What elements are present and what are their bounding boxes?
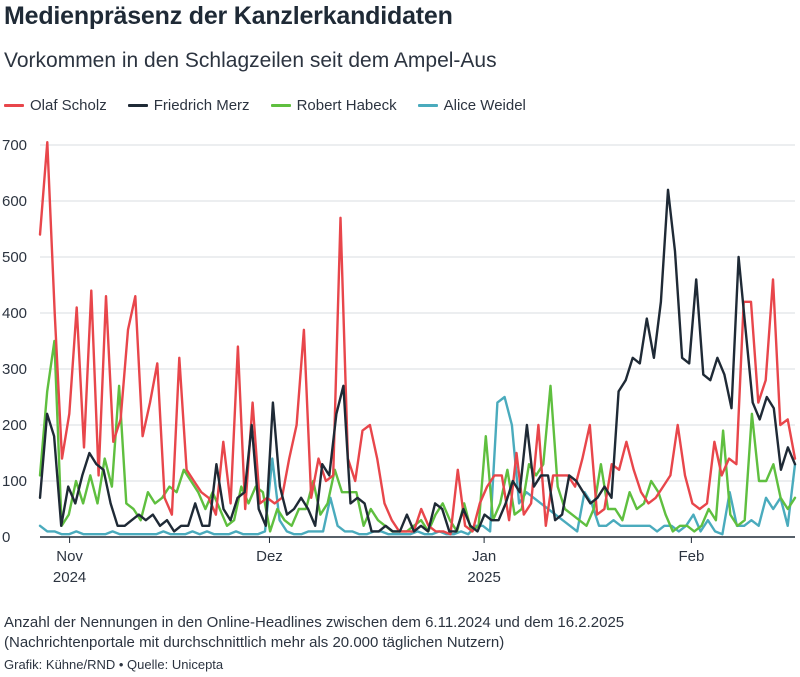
chart-title: Medienpräsenz der Kanzlerkandidaten [4, 2, 453, 30]
y-tick-label: 600 [2, 193, 27, 210]
y-tick-label: 300 [2, 361, 27, 378]
legend-swatch-habeck [270, 104, 291, 107]
legend-label-weidel: Alice Weidel [443, 97, 526, 114]
gridlines [40, 144, 795, 482]
footnote-line-2: (Nachrichtenportale mit durchschnittlich… [4, 634, 505, 651]
y-tick-label: 400 [2, 305, 27, 322]
source-credit: Grafik: Kühne/RND • Quelle: Unicepta [4, 657, 224, 672]
legend-label-merz: Friedrich Merz [153, 97, 250, 114]
chart-subtitle: Vorkommen in den Schlagzeilen seit dem A… [4, 49, 497, 72]
legend-item-merz: Friedrich Merz [127, 97, 250, 114]
x-tick-year-label: 2025 [467, 569, 500, 586]
x-axis-tick-labels: Nov 2024 Dez Jan 2025 Feb [53, 537, 704, 586]
legend-item-habeck: Robert Habeck [270, 97, 397, 114]
legend-item-scholz: Olaf Scholz [4, 97, 107, 114]
x-tick-label: Nov [56, 548, 83, 565]
legend-item-weidel: Alice Weidel [417, 97, 526, 114]
y-tick-label: 100 [2, 473, 27, 490]
series-line-olaf-scholz [38, 140, 797, 536]
legend-swatch-scholz [4, 104, 24, 107]
legend: Olaf Scholz Friedrich Merz Robert Habeck… [4, 97, 547, 114]
y-tick-label: 200 [2, 417, 27, 434]
series-line-friedrich-merz [38, 188, 797, 533]
x-tick-label: Jan [472, 548, 496, 565]
y-tick-label: 700 [2, 137, 27, 154]
footnote: Anzahl der Nennungen in den Online-Headl… [4, 613, 794, 653]
legend-label-scholz: Olaf Scholz [30, 97, 107, 114]
x-tick-year-label: 2024 [53, 569, 86, 586]
y-tick-label: 0 [2, 529, 10, 546]
legend-swatch-weidel [417, 104, 438, 107]
y-axis-tick-labels: 0 100 200 300 400 500 600 700 [2, 137, 27, 546]
x-tick-label: Feb [678, 548, 704, 565]
legend-swatch-merz [127, 104, 148, 107]
x-tick-label: Dez [256, 548, 283, 565]
series-line-robert-habeck [38, 339, 797, 533]
legend-label-habeck: Robert Habeck [296, 97, 397, 114]
y-tick-label: 500 [2, 249, 27, 266]
footnote-line-1: Anzahl der Nennungen in den Online-Headl… [4, 614, 625, 631]
series-lines [38, 140, 797, 536]
line-chart: 0 100 200 300 400 500 600 700 Nov 2024 Dez Jan 2025… [2, 137, 797, 586]
